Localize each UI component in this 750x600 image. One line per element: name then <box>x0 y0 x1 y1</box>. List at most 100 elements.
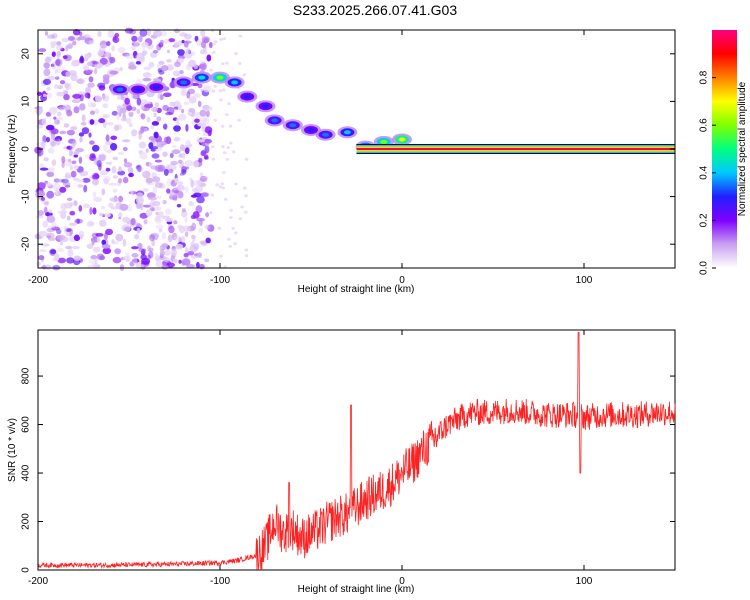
spectrogram-noise-blob <box>197 252 202 258</box>
spectrogram-noise-blob <box>156 195 162 199</box>
spectrogram-noise-blob <box>106 149 112 154</box>
spectrogram-noise-blob <box>225 61 229 65</box>
spectrogram-noise-blob <box>101 188 106 196</box>
spectrogram-noise-blob <box>46 190 55 199</box>
spectrogram-noise-blob <box>111 241 120 245</box>
spectrogram-noise-blob <box>111 110 119 116</box>
spectrogram-noise-blob <box>61 178 69 184</box>
spectrogram-noise-blob <box>56 50 62 57</box>
spectrogram-noise-blob <box>99 40 108 49</box>
spectrogram-noise-blob <box>175 73 185 77</box>
colorbar-ticks: 0.0 0.2 0.4 0.6 0.8 <box>699 70 716 275</box>
spectrogram-noise-blob <box>228 244 232 248</box>
spectrogram-noise-blob <box>175 243 184 250</box>
snr-y-tick-label: 0 <box>21 567 32 573</box>
spectrogram-noise-blob <box>110 135 118 140</box>
spectrogram-noise-blob <box>47 225 56 229</box>
spectrogram-noise-blob <box>192 160 200 168</box>
spectrogram-noise-blob <box>70 61 80 67</box>
spectrogram-noise-blob <box>65 228 72 232</box>
spectrogram-noise-blob <box>209 211 213 215</box>
spectrogram-noise-blob <box>61 37 70 43</box>
spectrogram-noise-blob <box>56 41 62 46</box>
spectrogram-noise-blob <box>141 257 151 265</box>
spectrogram-noise-blob <box>122 52 130 57</box>
spectrogram-noise-blob <box>59 241 64 246</box>
spectrogram-noise-blob <box>100 205 106 210</box>
spectrogram-noise-blob <box>43 78 51 85</box>
spectrogram-noise-blob <box>164 208 172 215</box>
spectrogram-noise-blob <box>95 233 104 237</box>
spectrogram-noise-blob <box>102 114 110 119</box>
spectrogram-noise-blob <box>44 31 49 36</box>
spectrogram-signal-core <box>152 85 160 90</box>
spectrogram-noise-blob <box>184 247 189 252</box>
spectrogram-noise-blob <box>59 130 67 135</box>
spectrogram-noise-blob <box>167 49 170 54</box>
spectrogram-noise-blob <box>237 118 241 122</box>
spectrogram-noise-blob <box>128 111 134 118</box>
spectrogram-noise-blob <box>185 186 189 194</box>
snr-x-tick-label: 100 <box>576 576 593 587</box>
spectrogram-noise-blob <box>173 235 182 242</box>
spectrogram-noise-blob <box>186 91 191 99</box>
spectrogram-noise-blob <box>99 170 109 176</box>
spectrogram-noise-blob <box>167 163 177 171</box>
spectrogram-noise-blob <box>157 63 161 70</box>
spectrogram-noise-blob <box>128 65 137 70</box>
spectrogram-noise-blob <box>232 150 236 154</box>
spectrogram-noise-blob <box>91 144 100 152</box>
spectrogram-noise-blob <box>82 177 91 183</box>
spectrogram-noise-blob <box>218 185 223 189</box>
spectrogram-noise-blob <box>181 166 187 173</box>
spectrogram-noise-blob <box>69 165 73 171</box>
spectrogram-noise-blob <box>196 139 206 143</box>
spectrogram-noise-blob <box>41 197 45 201</box>
spectrogram-noise-blob <box>201 192 210 198</box>
spectrogram-noise-blob <box>205 212 210 218</box>
spectrogram-noise-blob <box>137 242 143 250</box>
spectrogram-noise-blob <box>163 168 169 176</box>
spectrogram-noise-blob <box>53 137 60 142</box>
spectrogram-noise-blob <box>142 77 152 82</box>
spectrogram-noise-blob <box>43 206 48 214</box>
spectrogram-noise-blob <box>181 235 186 244</box>
spectrogram-signal-core <box>398 137 406 142</box>
spectrogram-noise-blob <box>160 39 164 45</box>
spectrogram-noise-blob <box>177 49 185 56</box>
spectrogram-noise-blob <box>170 248 178 256</box>
spectrogram-noise-blob <box>108 202 114 208</box>
spectrogram-noise-blob <box>122 238 127 247</box>
spectrogram-noise-blob <box>135 61 141 65</box>
spectrogram-noise-blob <box>124 97 130 105</box>
spectrogram-noise-blob <box>229 208 233 212</box>
spectrogram-noise-blob <box>78 132 85 137</box>
spectrogram-noise-blob <box>194 118 200 123</box>
spectrogram-noise-blob <box>154 182 163 189</box>
spectrogram-noise-blob <box>79 136 83 143</box>
spectrogram-noise-blob <box>53 83 59 90</box>
spectrogram-noise-blob <box>83 203 90 209</box>
spectrogram-noise-blob <box>168 225 175 234</box>
spectrogram-noise-blob <box>199 109 207 117</box>
spectrogram-noise-blob <box>64 174 72 179</box>
spectrogram-noise-blob <box>109 56 116 64</box>
spectrogram-noise-blob <box>71 99 81 104</box>
spectrogram-noise-blob <box>62 182 71 186</box>
spectrogram-noise-blob <box>78 57 85 64</box>
spectrogram-noise-blob <box>147 245 151 252</box>
spectrogram-noise-blob <box>240 205 244 209</box>
spectrogram-noise-blob <box>119 107 127 114</box>
spectrogram-noise-blob <box>183 40 189 48</box>
spectrogram-noise-blob <box>48 106 58 115</box>
spectrogram-noise-blob <box>210 193 215 197</box>
spectrogram-noise-blob <box>112 256 122 264</box>
spectrogram-noise-blob <box>228 124 233 128</box>
spectrogram-noise-blob <box>163 136 169 143</box>
spectrogram-signal-core <box>343 130 351 135</box>
spectrogram-noise-blob <box>44 201 49 206</box>
spectrogram-noise-blob <box>225 113 229 117</box>
spectrogram-y-label: Frequency (Hz) <box>7 115 18 184</box>
spectrogram-noise-blob <box>89 119 95 125</box>
spectrogram-noise-blob <box>155 215 161 222</box>
